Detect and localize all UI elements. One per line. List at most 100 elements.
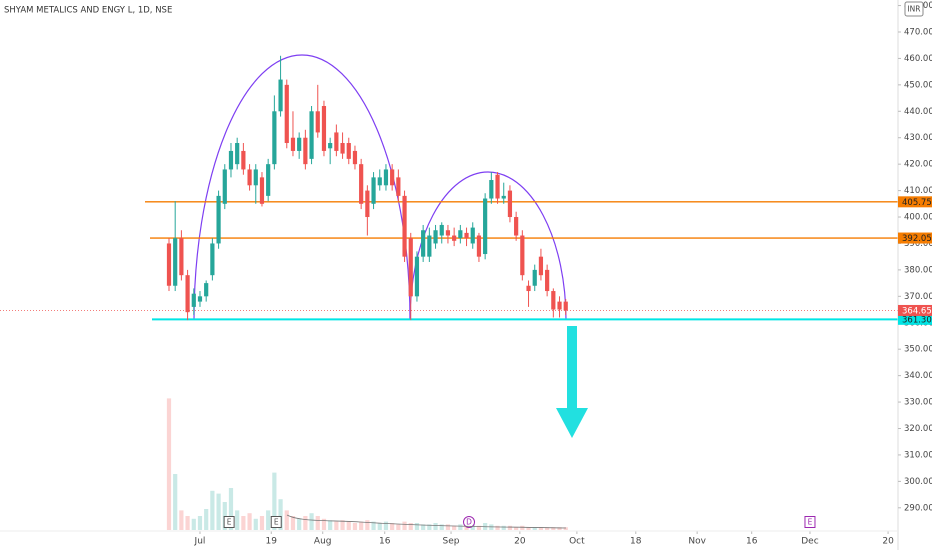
volume-bar <box>563 527 568 530</box>
volume-bar <box>464 525 469 530</box>
volume-bar <box>551 527 556 530</box>
candle-body <box>495 174 500 199</box>
x-tick-label: Jul <box>194 537 206 547</box>
candle-body <box>185 275 190 313</box>
candle-body <box>551 291 556 310</box>
candle-body <box>191 293 196 307</box>
volume-bar <box>210 490 215 530</box>
y-tick-label: 400.00 <box>904 213 932 223</box>
volume-bar <box>520 525 525 530</box>
candle-body <box>489 180 494 199</box>
volume-bar <box>507 525 513 530</box>
candle-body <box>507 190 513 218</box>
volume-bar <box>241 516 246 530</box>
volume-pane <box>166 398 568 530</box>
candle-body <box>210 243 215 276</box>
candle-body <box>272 111 277 165</box>
event-label: D <box>466 518 472 527</box>
candle-body <box>352 150 358 165</box>
candle-body <box>340 143 345 154</box>
y-tick-label: 320.00 <box>904 424 932 434</box>
event-badge <box>804 516 816 528</box>
volume-bar <box>346 521 351 530</box>
x-tick-label: 20 <box>882 537 894 547</box>
price-label-box <box>898 232 932 244</box>
down-arrow <box>556 326 588 438</box>
volume-bar <box>526 527 531 530</box>
volume-bar <box>439 524 444 530</box>
candle-body <box>228 150 234 170</box>
volume-bar <box>377 523 382 530</box>
candle-body <box>303 137 308 165</box>
volume-bar <box>290 516 296 530</box>
volume-bar <box>538 527 544 530</box>
candle-body <box>315 111 320 133</box>
volume-bar <box>458 524 463 530</box>
candle-body <box>166 243 172 286</box>
candle-body <box>179 238 184 276</box>
volume-bar <box>495 525 500 530</box>
event-badge <box>463 516 476 528</box>
x-tick-label: 16 <box>746 537 758 547</box>
candle-body <box>458 230 463 239</box>
candle-body <box>408 238 413 297</box>
volume-bar <box>402 521 407 530</box>
volume-bar <box>228 488 234 530</box>
candle-body <box>235 143 240 165</box>
price-label-box <box>898 313 932 325</box>
candle-body <box>396 177 401 196</box>
y-tick-label: 350.00 <box>904 345 932 355</box>
volume-bar <box>216 493 221 530</box>
volume-bar <box>396 524 401 530</box>
volume-bar <box>514 527 519 530</box>
volume-bar <box>365 520 370 530</box>
volume-bar <box>272 472 277 530</box>
volume-bar <box>340 520 345 530</box>
volume-bar <box>445 524 451 530</box>
volume-bar <box>359 521 364 530</box>
candle-body <box>284 84 289 144</box>
volume-bar <box>303 516 308 530</box>
volume-bar <box>470 524 475 530</box>
event-badge <box>270 516 282 528</box>
volume-bar <box>532 527 537 530</box>
candle-body <box>563 301 568 311</box>
currency: INR <box>907 5 920 14</box>
candle-body <box>328 143 333 149</box>
candle-body <box>247 169 252 186</box>
candle-body <box>520 235 525 276</box>
price-label: 364.65 <box>902 306 932 316</box>
volume-bar <box>545 527 550 530</box>
volume-bar <box>259 516 265 530</box>
event-label: E <box>274 518 279 527</box>
y-tick-label: 440.00 <box>904 107 932 117</box>
candle-body <box>427 235 432 257</box>
volume-bar <box>328 520 333 530</box>
y-tick-label: 430.00 <box>904 133 932 143</box>
event-label: E <box>227 518 232 527</box>
candle-body <box>309 111 314 159</box>
candle-body <box>365 190 370 218</box>
candle-body <box>241 150 246 170</box>
chart-title: SHYAM METALICS AND ENGY L, 1D, NSE <box>4 6 172 16</box>
volume-bar <box>278 499 283 530</box>
volume-bar <box>383 521 389 530</box>
volume-bar <box>297 518 302 530</box>
volume-bar <box>427 524 432 530</box>
candle-body <box>297 137 302 151</box>
volume-bar <box>501 525 506 530</box>
x-tick-label: 18 <box>630 537 642 547</box>
candle-body <box>526 285 531 292</box>
y-tick-label: 460.00 <box>904 54 932 64</box>
volume-bar <box>476 525 482 530</box>
candles <box>166 55 568 321</box>
y-tick-label: 390.00 <box>904 239 932 249</box>
volume-bar <box>489 524 494 530</box>
x-tick-label: Oct <box>569 537 585 547</box>
volume-bar <box>408 523 413 530</box>
candle-body <box>532 269 537 286</box>
candle-body <box>421 230 426 257</box>
volume-bar <box>173 474 178 530</box>
